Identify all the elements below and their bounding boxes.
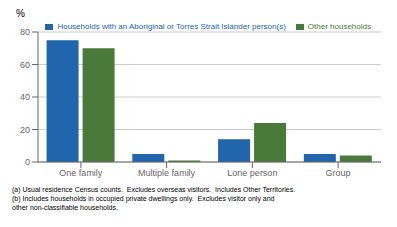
svg-text:Multiple family: Multiple family	[138, 168, 196, 178]
html-text:Other households: Other households	[307, 22, 371, 31]
svg-text:Group: Group	[326, 168, 351, 178]
svg-text:60: 60	[20, 60, 30, 70]
svg-text:40: 40	[20, 92, 30, 102]
svg-text:Lone person: Lone person	[227, 168, 277, 178]
svg-text:0: 0	[25, 157, 30, 167]
svg-text:80: 80	[20, 27, 30, 37]
svg-text:20: 20	[20, 125, 30, 135]
html-text:Households with an Aboriginal: Households with an Aboriginal or Torres …	[57, 22, 286, 31]
html-text:(a) Usual residence Census cou: (a) Usual residence Census counts. Exclu…	[12, 186, 296, 211]
svg-text:One family: One family	[59, 168, 103, 178]
